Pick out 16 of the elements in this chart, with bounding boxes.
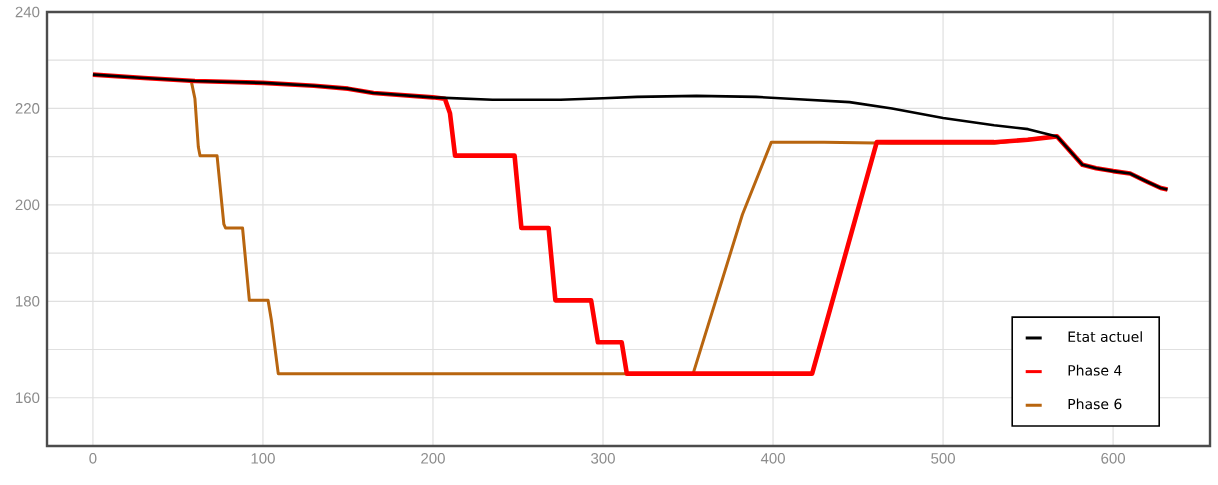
x-tick-label: 100 (251, 453, 275, 464)
x-tick-label: 400 (760, 453, 785, 464)
line-series (91, 73, 1169, 191)
x-tick-label: 0 (89, 453, 97, 464)
y-tick-label: 200 (15, 199, 40, 211)
y-tick-label: 240 (15, 6, 40, 18)
x-tick-label: 600 (1101, 453, 1126, 464)
x-tick-label: 300 (591, 453, 615, 464)
legend-label: Phase 4 (1068, 364, 1122, 376)
x-tick-label: 200 (421, 453, 445, 464)
y-tick-label: 180 (16, 296, 40, 307)
y-tick-label: 220 (15, 103, 40, 114)
y-tick-label: 160 (16, 392, 40, 404)
x-tick-label: 500 (931, 453, 955, 464)
legend-label: Etat actuel (1068, 331, 1142, 342)
legend-label: Phase 6 (1068, 398, 1122, 410)
